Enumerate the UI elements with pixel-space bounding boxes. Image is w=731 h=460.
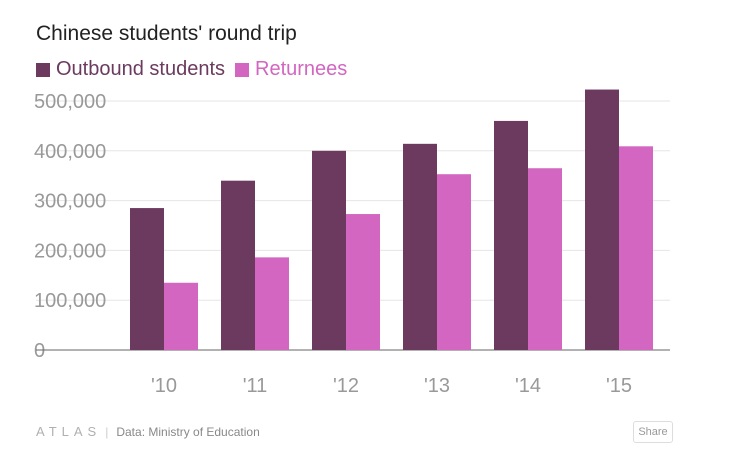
bar-outbound: [312, 150, 346, 350]
bar-returnees: [164, 282, 198, 350]
bar-returnees: [528, 168, 562, 350]
bar-outbound: [130, 208, 164, 350]
bar-returnees: [619, 146, 653, 350]
legend-label-returnees: Returnees: [255, 58, 348, 80]
x-tick-label: '13: [424, 375, 450, 397]
footer-separator: |: [105, 424, 109, 439]
bar-returnees: [346, 214, 380, 350]
x-tick-label: '15: [606, 375, 632, 397]
chart-title: Chinese students' round trip: [36, 22, 297, 45]
legend-label-outbound: Outbound students: [56, 58, 226, 80]
legend: Outbound students Returnees: [36, 58, 347, 81]
bar-returnees: [255, 257, 289, 350]
y-tick-label: 200,000: [34, 240, 106, 262]
y-tick-label: 400,000: [34, 141, 106, 163]
legend-item-outbound: Outbound students: [36, 58, 225, 81]
x-tick-label: '11: [243, 375, 268, 397]
x-tick-label: '10: [151, 375, 177, 397]
source-note: Data: Ministry of Education: [116, 424, 260, 439]
legend-swatch-outbound: [36, 62, 50, 77]
bar-returnees: [437, 174, 471, 350]
legend-item-returnees: Returnees: [235, 58, 347, 81]
y-tick-label: 500,000: [34, 91, 106, 113]
bar-outbound: [585, 89, 619, 351]
bar-outbound: [403, 143, 437, 350]
bar-chart: 0 100,000 200,000 300,000 400,000 500,000 '10 '…: [34, 89, 670, 397]
x-tick-label: '12: [333, 375, 359, 397]
x-tick-label: '14: [515, 375, 541, 397]
y-tick-label: 0: [34, 340, 45, 362]
footer: ATLAS | Data: Ministry of Education: [36, 424, 260, 439]
y-tick-label: 100,000: [34, 290, 106, 312]
share-button[interactable]: Share: [633, 421, 673, 443]
y-tick-label: 300,000: [34, 191, 106, 213]
bar-outbound: [494, 120, 528, 350]
legend-swatch-returnees: [235, 62, 250, 77]
atlas-logo: ATLAS: [36, 424, 102, 439]
bar-outbound: [221, 180, 255, 350]
